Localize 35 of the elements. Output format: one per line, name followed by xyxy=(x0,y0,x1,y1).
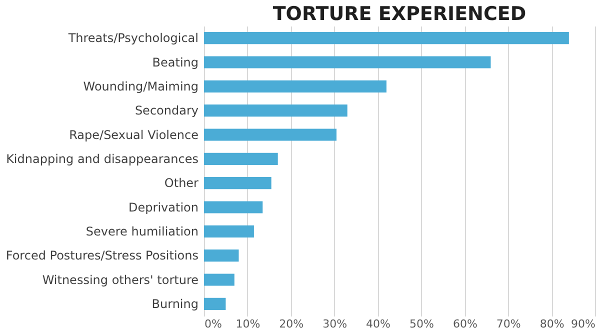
bar xyxy=(204,152,278,165)
bar xyxy=(204,298,226,310)
bar xyxy=(204,104,348,117)
bar xyxy=(204,274,234,286)
y-tick-label: Witnessing others' torture xyxy=(42,272,198,287)
y-tick-label: Severe humiliation xyxy=(86,224,198,238)
bar xyxy=(204,56,491,68)
bar xyxy=(204,32,569,44)
bar xyxy=(204,225,254,238)
y-tick-label: Rape/Sexual Violence xyxy=(69,128,198,142)
x-tick-label: 20% xyxy=(279,318,304,330)
x-tick-label: 10% xyxy=(236,318,260,330)
y-tick-label: Burning xyxy=(152,296,198,311)
bar xyxy=(204,80,386,92)
x-tick-label: 40% xyxy=(366,318,391,330)
y-tick-label: Deprivation xyxy=(128,200,198,214)
x-tick-label: 60% xyxy=(452,318,478,330)
bar xyxy=(204,250,239,262)
x-tick-label: 90% xyxy=(571,318,596,330)
y-tick-label: Forced Postures/Stress Positions xyxy=(6,248,198,263)
bar xyxy=(204,128,337,141)
y-tick-label: Beating xyxy=(152,55,198,70)
x-tick-label: 70% xyxy=(496,318,521,330)
chart-title: TORTURE EXPERIENCED xyxy=(272,3,526,25)
x-tick-label: 80% xyxy=(540,318,564,330)
bar xyxy=(204,177,272,190)
y-tick-label: Threats/Psychological xyxy=(67,31,198,46)
y-tick-label: Other xyxy=(164,176,199,190)
x-tick-label: 0% xyxy=(204,318,222,330)
y-tick-label: Kidnapping and disappearances xyxy=(6,152,198,166)
bar xyxy=(204,201,263,214)
y-tick-label: Secondary xyxy=(134,104,198,118)
x-tick-label: 50% xyxy=(409,318,434,330)
x-tick-label: 30% xyxy=(322,318,348,330)
y-tick-label: Wounding/Maiming xyxy=(83,79,198,94)
